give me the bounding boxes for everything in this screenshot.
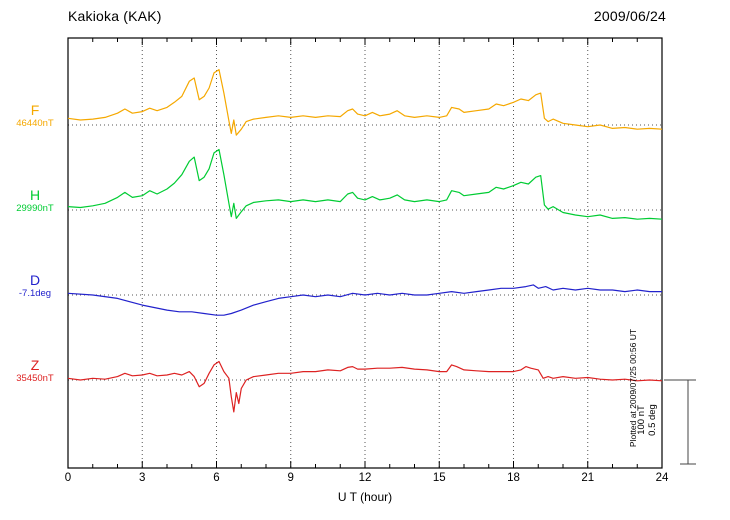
- x-tick-label: 18: [507, 472, 520, 484]
- series-baseline-h: 29990nT: [16, 203, 54, 214]
- station-title: Kakioka (KAK): [68, 8, 162, 24]
- series-baseline-d: -7.1deg: [18, 288, 52, 299]
- trace-z: [67, 360, 663, 413]
- series-label-h: H 29990nT: [4, 188, 66, 215]
- series-name-d: D: [29, 272, 41, 288]
- trace-d: [67, 284, 662, 316]
- x-tick-label: 3: [139, 472, 146, 484]
- x-tick-label: 15: [432, 472, 446, 484]
- series-name-f: F: [30, 102, 40, 118]
- series-label-d: D -7.1deg: [4, 273, 66, 300]
- x-tick-label: 24: [655, 472, 669, 484]
- series-name-h: H: [29, 187, 41, 203]
- chart-date: 2009/06/24: [593, 8, 666, 24]
- series-baseline-z: 35450nT: [16, 373, 54, 384]
- trace-f: [67, 68, 663, 136]
- plotted-at-note: Plotted at 2009/07/25 00:56 UT: [628, 328, 638, 448]
- x-tick-label: 0: [64, 472, 72, 484]
- series-label-z: Z 35450nT: [4, 358, 66, 385]
- x-axis-label: U T (hour): [337, 490, 393, 504]
- series-baseline-f: 46440nT: [16, 118, 54, 129]
- series-name-z: Z: [30, 357, 40, 373]
- x-tick-label: 21: [581, 472, 595, 484]
- series-label-f: F 46440nT: [4, 103, 66, 130]
- x-tick-label: 6: [213, 472, 220, 484]
- x-tick-label: 12: [358, 472, 372, 484]
- plot-frame: [67, 37, 663, 469]
- trace-h: [67, 148, 663, 220]
- x-tick-label: 9: [287, 472, 294, 484]
